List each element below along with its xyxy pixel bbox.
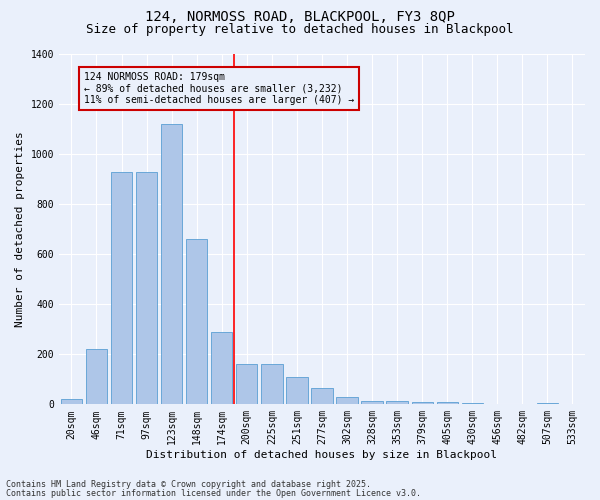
Bar (136, 172, 157, 404)
Bar (361, 400, 383, 404)
Bar (337, 397, 358, 404)
Text: 124 NORMOSS ROAD: 179sqm
← 89% of detached houses are smaller (3,232)
11% of sem: 124 NORMOSS ROAD: 179sqm ← 89% of detach… (84, 72, 354, 104)
Bar (261, 364, 283, 405)
Bar (236, 364, 257, 405)
Bar (311, 388, 332, 404)
Bar (186, 239, 208, 404)
Bar (537, 403, 558, 404)
Bar (61, 400, 82, 404)
Text: Size of property relative to detached houses in Blackpool: Size of property relative to detached ho… (86, 22, 514, 36)
Bar (412, 402, 433, 404)
Bar (286, 377, 308, 404)
Bar (111, 172, 132, 404)
Y-axis label: Number of detached properties: Number of detached properties (15, 132, 25, 327)
Text: Contains public sector information licensed under the Open Government Licence v3: Contains public sector information licen… (6, 488, 421, 498)
Bar (211, 332, 232, 404)
Bar (161, 124, 182, 404)
X-axis label: Distribution of detached houses by size in Blackpool: Distribution of detached houses by size … (146, 450, 497, 460)
Text: Contains HM Land Registry data © Crown copyright and database right 2025.: Contains HM Land Registry data © Crown c… (6, 480, 371, 489)
Bar (461, 403, 483, 404)
Bar (386, 400, 408, 404)
Text: 124, NORMOSS ROAD, BLACKPOOL, FY3 8QP: 124, NORMOSS ROAD, BLACKPOOL, FY3 8QP (145, 10, 455, 24)
Bar (437, 402, 458, 404)
Bar (86, 350, 107, 405)
